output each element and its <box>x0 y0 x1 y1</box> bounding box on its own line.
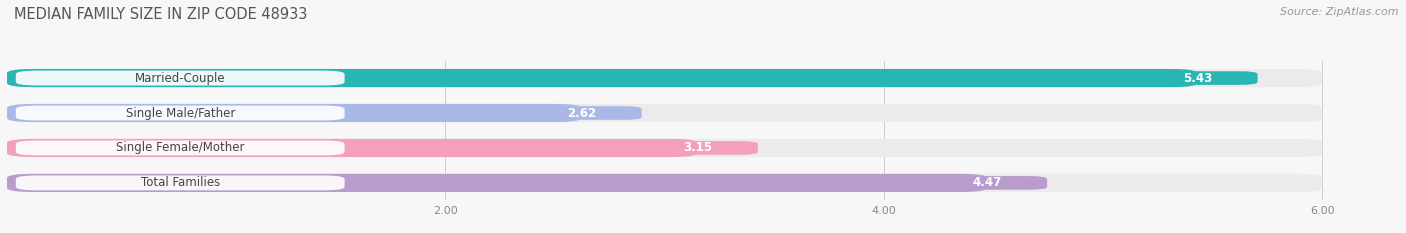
FancyBboxPatch shape <box>7 104 1322 122</box>
FancyBboxPatch shape <box>15 71 344 86</box>
FancyBboxPatch shape <box>15 106 344 120</box>
Text: MEDIAN FAMILY SIZE IN ZIP CODE 48933: MEDIAN FAMILY SIZE IN ZIP CODE 48933 <box>14 7 308 22</box>
Text: 3.15: 3.15 <box>683 141 711 154</box>
Text: Source: ZipAtlas.com: Source: ZipAtlas.com <box>1281 7 1399 17</box>
FancyBboxPatch shape <box>7 69 1322 87</box>
FancyBboxPatch shape <box>7 139 697 157</box>
Text: 5.43: 5.43 <box>1182 72 1212 85</box>
FancyBboxPatch shape <box>522 106 641 120</box>
FancyBboxPatch shape <box>7 174 987 192</box>
FancyBboxPatch shape <box>1137 71 1257 85</box>
FancyBboxPatch shape <box>927 176 1047 190</box>
Text: 2.62: 2.62 <box>567 106 596 120</box>
Text: Single Male/Father: Single Male/Father <box>125 106 235 120</box>
FancyBboxPatch shape <box>15 175 344 190</box>
Text: Single Female/Mother: Single Female/Mother <box>115 141 245 154</box>
Text: Married-Couple: Married-Couple <box>135 72 225 85</box>
Text: Total Families: Total Families <box>141 176 219 189</box>
FancyBboxPatch shape <box>7 174 1322 192</box>
FancyBboxPatch shape <box>637 141 758 155</box>
FancyBboxPatch shape <box>7 139 1322 157</box>
Text: 4.47: 4.47 <box>972 176 1001 189</box>
FancyBboxPatch shape <box>7 69 1198 87</box>
FancyBboxPatch shape <box>7 104 581 122</box>
FancyBboxPatch shape <box>15 140 344 155</box>
